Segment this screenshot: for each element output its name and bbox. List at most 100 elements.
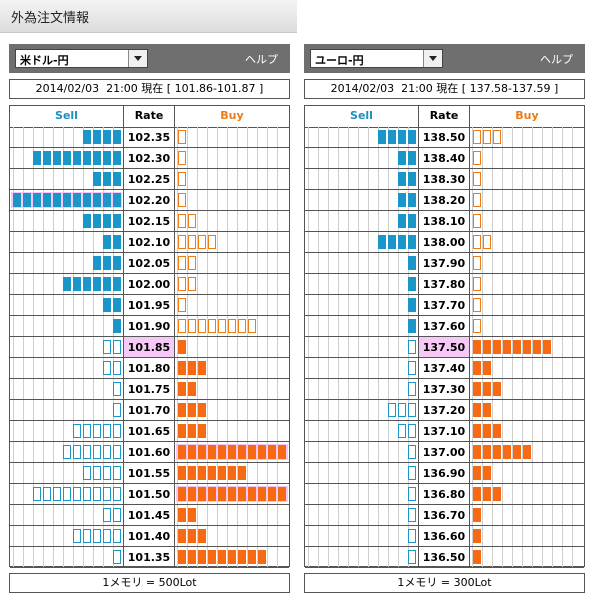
sell-grid-cell [378,274,388,295]
row-divider [305,294,584,295]
sell-grid-cell [368,547,378,568]
buy-grid-cell [187,169,197,190]
buy-grid-cell [552,295,562,316]
sell-grid-cell [388,526,398,547]
buy-volume-bar [188,445,196,459]
sell-volume-bar [408,340,416,354]
sell-grid-cell [338,274,348,295]
row-divider [10,462,289,463]
buy-volume-bar [483,403,491,417]
rate-cell: 137.70 [418,295,470,316]
row-divider [10,273,289,274]
buy-grid-cell [217,505,227,526]
buy-volume-bar [208,445,216,459]
buy-grid-cell [552,316,562,337]
buy-grid-cell [267,295,277,316]
sell-grid-cell [328,379,338,400]
sell-grid-cell [328,400,338,421]
buy-grid-cell [257,547,267,568]
buy-grid-cell [532,400,542,421]
sell-grid-cell [368,400,378,421]
row-divider [305,273,584,274]
sell-grid-cell [308,253,318,274]
sell-volume-bar [43,193,51,207]
buy-grid-cell [552,190,562,211]
sell-grid-cell [308,526,318,547]
sell-grid-cell [388,211,398,232]
sell-grid-cell [83,295,93,316]
sell-grid-cell [338,484,348,505]
buy-grid-cell [492,379,502,400]
sell-volume-bar [93,256,101,270]
currency-pair-select[interactable]: 米ドル-円 [15,49,148,68]
buy-volume-bar [198,487,206,501]
sell-grid-cell [388,295,398,316]
buy-grid-cell [277,400,287,421]
buy-grid-cell [217,253,227,274]
buy-grid-cell [207,211,217,232]
current-rate-cell: 101.85 [123,337,175,358]
buy-grid-cell [197,337,207,358]
buy-grid-cell [177,127,187,148]
sell-grid-cell [388,463,398,484]
buy-volume-bar [198,319,206,333]
help-link[interactable]: ヘルプ [245,53,278,66]
buy-grid-cell [207,127,217,148]
sell-grid-cell [378,463,388,484]
sell-grid-cell [328,274,338,295]
buy-grid-cell [257,190,267,211]
row-divider [305,567,584,568]
buy-grid-cell [227,547,237,568]
buy-grid-cell [542,337,552,358]
row-divider [10,357,289,358]
sell-grid-cell [83,547,93,568]
buy-grid-cell [227,400,237,421]
row-divider [305,525,584,526]
help-link[interactable]: ヘルプ [540,53,573,66]
ladder-row: 137.90 [305,253,584,274]
currency-pair-select[interactable]: ユーロ-円 [310,49,443,68]
rate-cell: 101.90 [123,316,175,337]
buy-grid-cell [217,190,227,211]
buy-volume-bar [178,235,186,249]
sell-grid-cell [328,358,338,379]
sell-grid-cell [308,505,318,526]
sell-grid-cell [338,421,348,442]
sell-volume-bar [378,130,386,144]
row-divider [305,168,584,169]
page-title-bar: 外為注文情報 [0,0,297,33]
sell-grid-cell [63,400,73,421]
sell-grid-cell [368,337,378,358]
buy-grid-cell [267,463,277,484]
sell-grid-cell [388,358,398,379]
buy-grid-cell [277,421,287,442]
buy-grid-cell [197,232,207,253]
ladder-row: 136.70 [305,505,584,526]
buy-grid-cell [512,421,522,442]
panel-header: ユーロ-円 ヘルプ [304,44,585,73]
buy-grid-cell [482,421,492,442]
chevron-down-icon[interactable] [128,50,147,67]
buy-grid-cell [187,400,197,421]
sell-grid-cell [83,232,93,253]
buy-grid-cell [197,316,207,337]
buy-grid-cell [562,274,572,295]
buy-grid-cell [257,421,267,442]
row-divider [10,441,289,442]
chevron-down-icon[interactable] [423,50,442,67]
buy-grid-cell [177,232,187,253]
sell-grid-cell [368,295,378,316]
sell-grid-cell [318,505,328,526]
buy-grid-cell [207,421,217,442]
buy-grid-cell [562,295,572,316]
sell-grid-cell [23,295,33,316]
buy-volume-bar [188,214,196,228]
buy-grid-cell [532,253,542,274]
buy-grid-cell [572,232,582,253]
sell-grid-cell [23,253,33,274]
sell-grid-cell [358,295,368,316]
buy-grid-cell [502,295,512,316]
sell-volume-bar [113,298,121,312]
buy-grid-cell [532,127,542,148]
sell-volume-bar [408,151,416,165]
